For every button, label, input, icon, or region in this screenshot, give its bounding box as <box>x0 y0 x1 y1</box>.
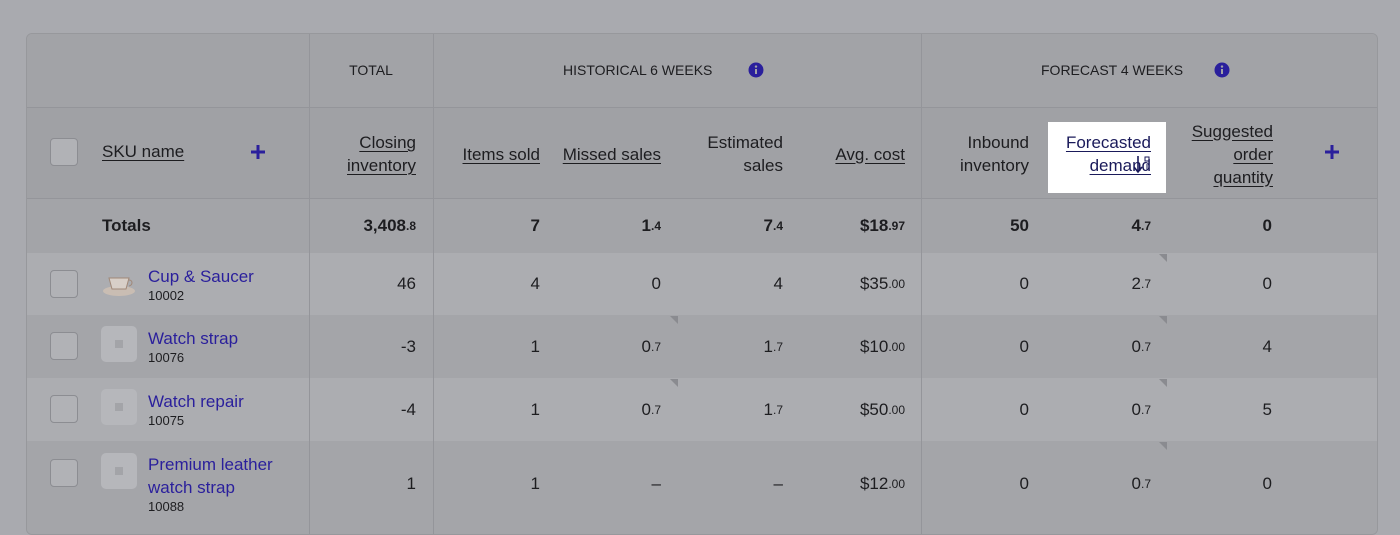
cell-value: 7.4 <box>763 216 783 235</box>
row-bg <box>27 199 1377 253</box>
select-all-checkbox[interactable] <box>50 138 78 166</box>
add-column-button[interactable] <box>250 144 266 160</box>
sku-name[interactable]: Premium leather watch strap <box>148 455 273 497</box>
row-checkbox[interactable] <box>50 459 78 487</box>
add-column-button[interactable] <box>1324 144 1340 160</box>
row-bg <box>27 315 1377 378</box>
cell-value: – <box>773 473 783 493</box>
sku-id: 10002 <box>148 288 185 303</box>
column-header[interactable]: Items sold <box>462 144 540 164</box>
cell-value: 1.7 <box>763 336 783 356</box>
row-bg <box>27 378 1377 441</box>
row-checkbox[interactable] <box>50 332 78 360</box>
comment-marker <box>670 379 678 387</box>
cell-value: 50 <box>1010 216 1029 235</box>
cell-value: 0 <box>1019 336 1029 356</box>
sku-name[interactable]: Cup & Saucer <box>148 267 254 286</box>
column-header: Estimated sales <box>707 133 783 175</box>
group-header: TOTAL <box>349 62 393 78</box>
totals-label: Totals <box>102 216 151 235</box>
cell-value: 1 <box>530 336 540 356</box>
cell-value: 0.7 <box>641 399 661 419</box>
thumbnail <box>101 264 137 300</box>
sku-id: 10075 <box>148 413 185 428</box>
thumbnail <box>101 389 137 425</box>
thumbnail <box>101 326 137 362</box>
cell-value: 0.7 <box>1131 399 1151 419</box>
sort-icon[interactable] <box>1133 155 1151 175</box>
cell-value: $50.00 <box>859 399 905 419</box>
cell-value: 2.7 <box>1131 274 1151 293</box>
column-header[interactable]: Missed sales <box>562 144 661 164</box>
comment-marker <box>1159 379 1167 387</box>
cell-value: $18.97 <box>859 216 905 235</box>
cell-value: 1 <box>530 399 540 419</box>
cell-value: 5 <box>1262 399 1272 419</box>
column-header[interactable]: Avg. cost <box>835 144 905 164</box>
cell-value: – <box>651 473 661 493</box>
group-header: HISTORICAL 6 WEEKS <box>563 62 713 78</box>
cell-value: 7 <box>530 216 540 235</box>
cell-value: 4 <box>530 274 540 293</box>
row-checkbox[interactable] <box>50 270 78 298</box>
row-bg <box>27 441 1377 534</box>
cell-value: -4 <box>400 399 416 419</box>
cell-value: 1 <box>530 473 540 493</box>
page: TOTAL HISTORICAL 6 WEEKS FORECAST 4 WEEK… <box>26 33 1378 535</box>
cell-value: -3 <box>400 336 416 356</box>
cell-value: 0 <box>1262 473 1272 493</box>
cell-value: $35.00 <box>859 274 905 293</box>
cell-value: 0 <box>1019 473 1029 493</box>
comment-marker <box>1159 442 1167 450</box>
table: TOTAL HISTORICAL 6 WEEKS FORECAST 4 WEEK… <box>26 33 1378 535</box>
cell-value: 0 <box>1019 274 1029 293</box>
cell-value: $10.00 <box>859 336 905 356</box>
cell-value: 46 <box>397 274 416 293</box>
comment-marker <box>1159 316 1167 324</box>
cell-value: 0 <box>1262 274 1272 293</box>
cell-value: 0.7 <box>641 336 661 356</box>
cell-value: 0 <box>1262 216 1272 235</box>
cell-value: 3,408.8 <box>363 216 416 235</box>
row-bg <box>27 253 1377 315</box>
row-checkbox[interactable] <box>50 395 78 423</box>
cell-value: 0.7 <box>1131 336 1151 356</box>
cell-value: 1 <box>406 473 416 493</box>
column-header: Inbound inventory <box>960 133 1029 175</box>
column-header[interactable]: Forecasted demand <box>1065 133 1151 175</box>
group-header: FORECAST 4 WEEKS <box>1041 62 1184 78</box>
info-icon[interactable] <box>1214 62 1230 78</box>
cell-value: 0 <box>1019 399 1029 419</box>
sku-id: 10076 <box>148 350 185 365</box>
sku-id: 10088 <box>148 499 185 514</box>
comment-marker <box>1159 254 1167 262</box>
comment-marker <box>670 316 678 324</box>
thumbnail <box>101 453 137 489</box>
column-header[interactable]: Suggested order quantity <box>1191 121 1273 187</box>
cell-value: 0.7 <box>1131 473 1151 493</box>
cell-value: $12.00 <box>859 473 905 493</box>
sku-name[interactable]: Watch strap <box>148 329 239 348</box>
column-header[interactable]: SKU name <box>102 142 185 161</box>
info-icon[interactable] <box>748 62 764 78</box>
sku-name[interactable]: Watch repair <box>148 392 244 411</box>
cell-value: 0 <box>651 274 661 293</box>
cell-value: 4.7 <box>1131 216 1151 235</box>
cell-value: 4 <box>773 274 783 293</box>
cell-value: 1.7 <box>763 399 783 419</box>
column-header[interactable]: Closing inventory <box>347 133 416 175</box>
cell-value: 4 <box>1262 336 1272 356</box>
cell-value: 1.4 <box>641 216 661 235</box>
